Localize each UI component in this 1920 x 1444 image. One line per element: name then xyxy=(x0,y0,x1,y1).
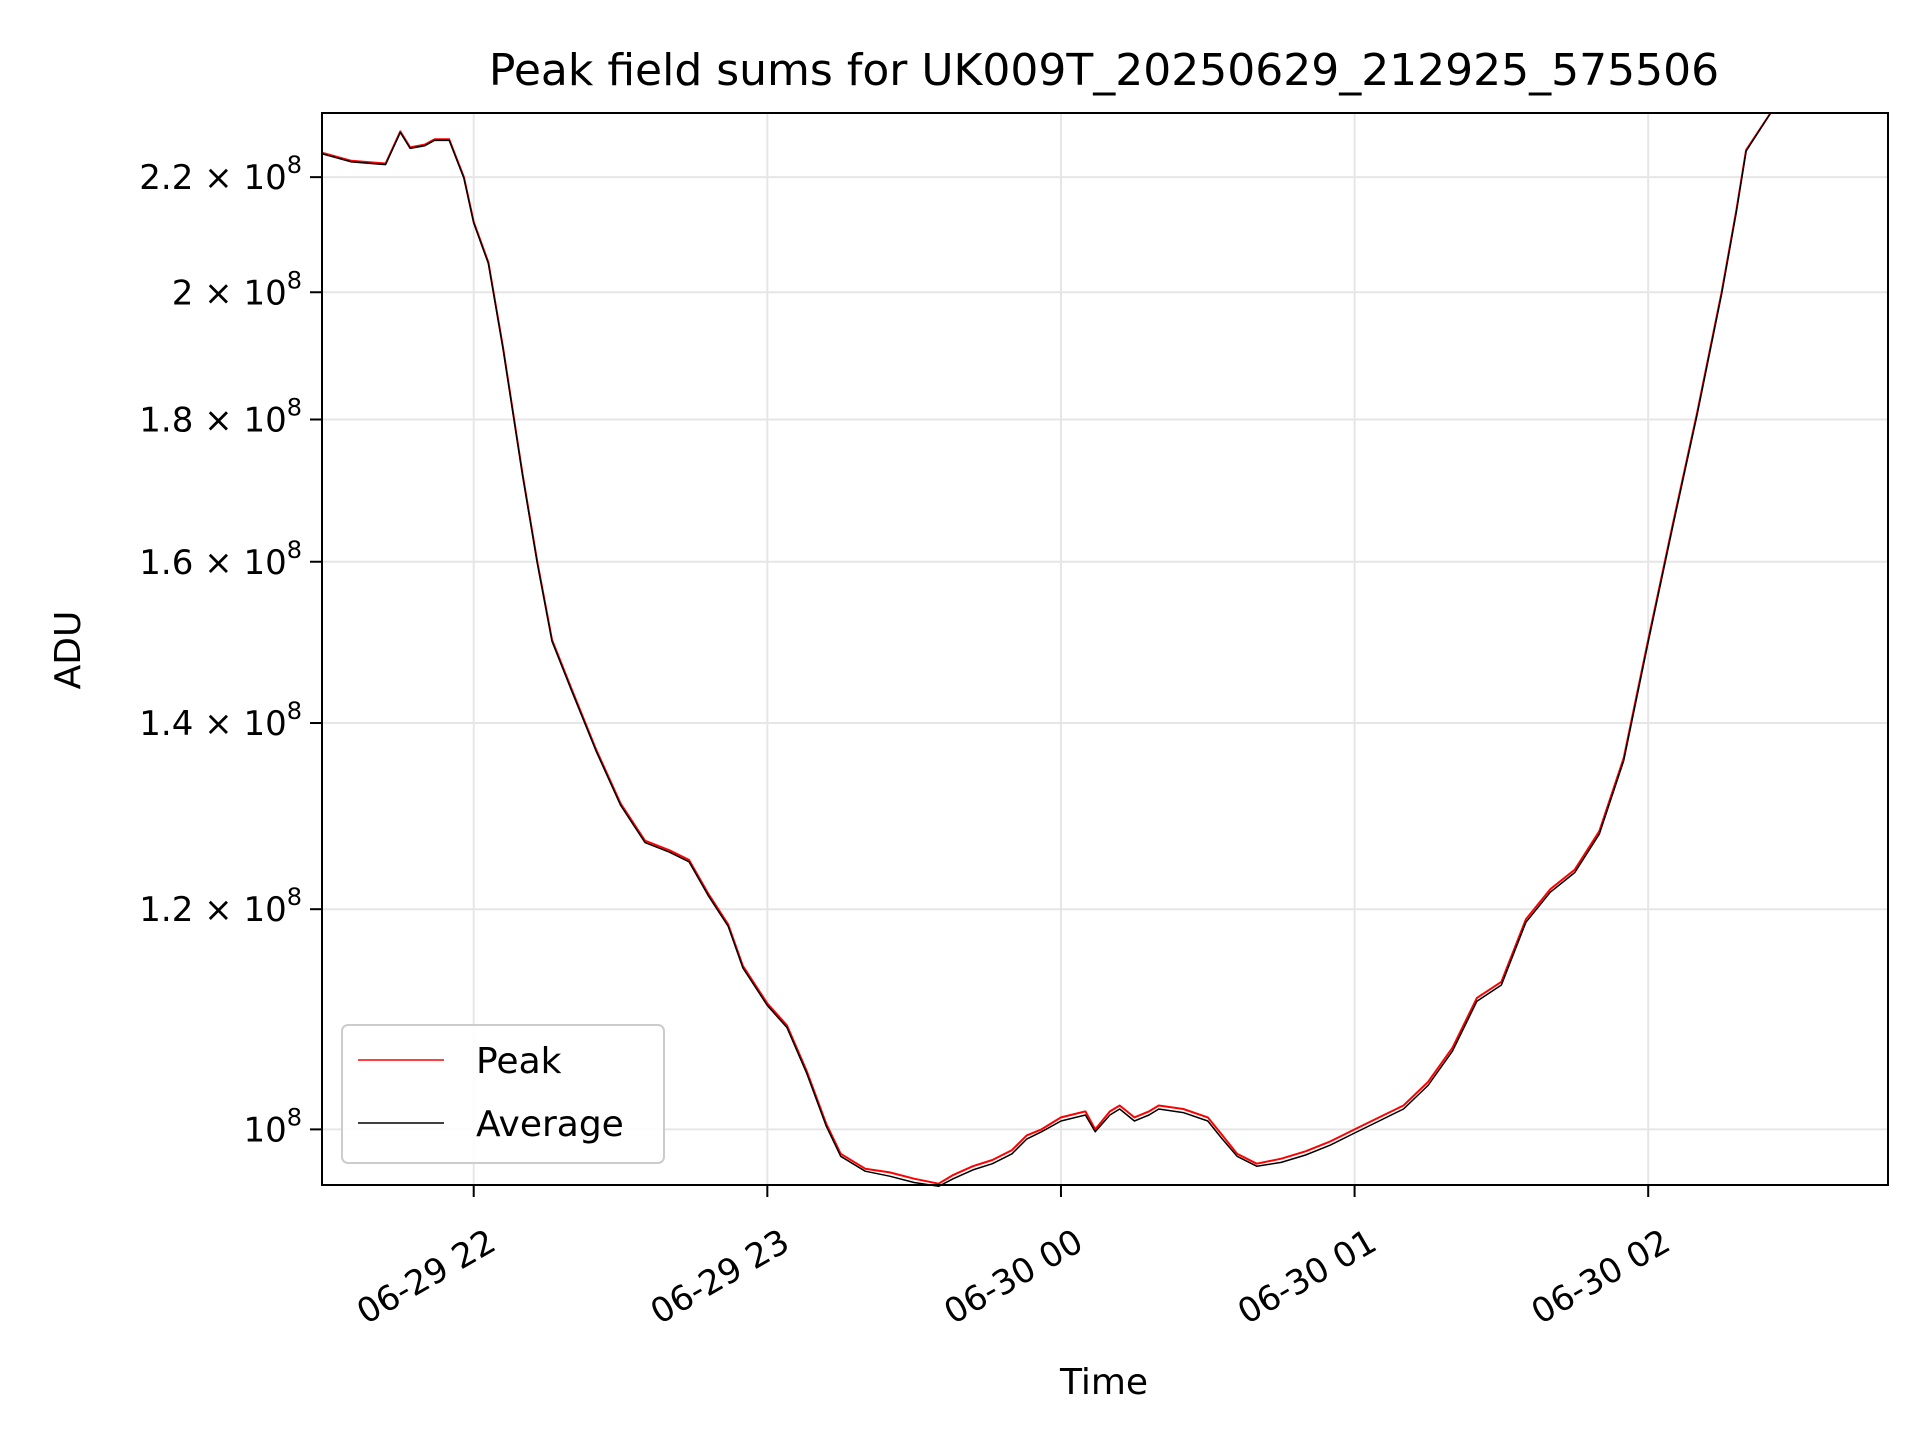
legend-label-peak: Peak xyxy=(476,1041,562,1082)
legend: Peak Average xyxy=(341,1024,665,1164)
chart-title: Peak field sums for UK009T_20250629_2129… xyxy=(489,45,1719,96)
y-tick-label: 1.6 × 108 xyxy=(139,536,302,583)
plot-frame xyxy=(321,112,1889,1186)
legend-label-average: Average xyxy=(476,1104,624,1145)
y-axis-ticks: 108 1.2 × 108 1.4 × 108 1.6 × 108 1.8 × 108 2… xyxy=(139,151,322,1150)
series-line-average xyxy=(321,112,1772,1188)
y-tick-label: 1.8 × 108 xyxy=(139,393,302,440)
y-tick-label: 2 × 108 xyxy=(172,266,302,313)
y-tick-label: 108 xyxy=(243,1103,302,1150)
y-tick-label: 1.2 × 108 xyxy=(139,883,302,930)
y-tick-label: 2.2 × 108 xyxy=(139,151,302,198)
y-tick-label: 1.4 × 108 xyxy=(139,697,302,744)
grid xyxy=(322,113,1888,1185)
series-layer xyxy=(321,112,1772,1188)
y-axis-label: ADU xyxy=(48,611,89,690)
x-axis-label: Time xyxy=(1059,1362,1148,1403)
